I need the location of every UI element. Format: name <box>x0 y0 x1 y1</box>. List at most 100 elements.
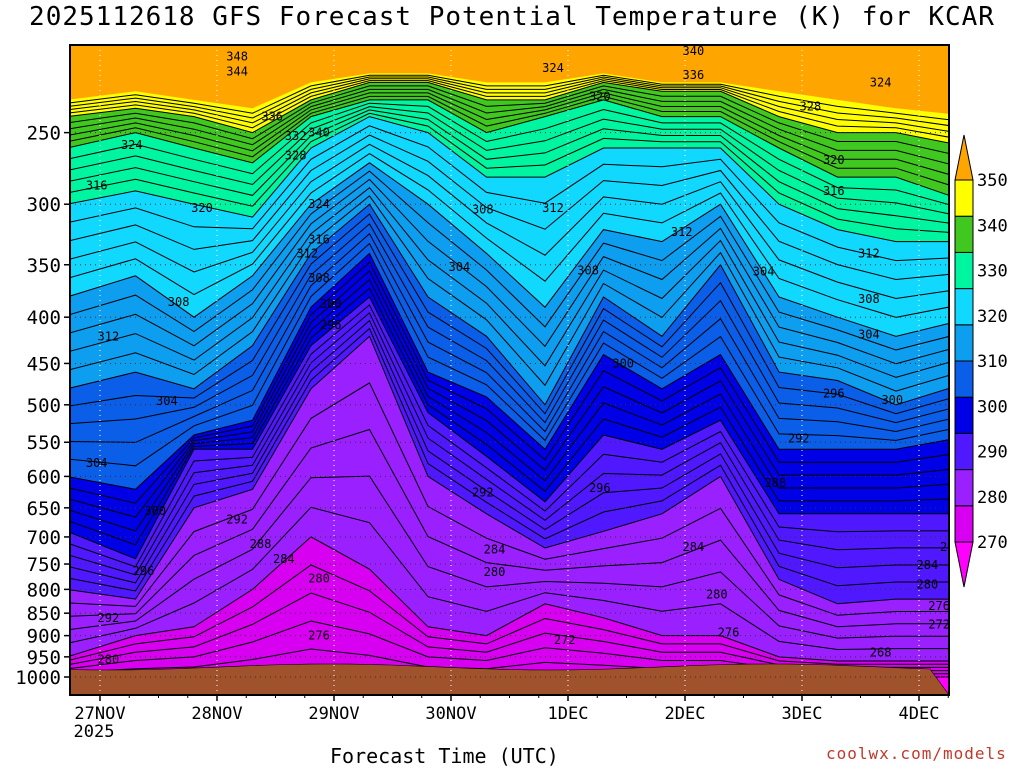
isoline <box>70 382 949 616</box>
colorbar-box-0 <box>954 505 974 543</box>
isoline <box>70 261 949 504</box>
x-axis-label: Forecast Time (UTC) <box>330 744 559 768</box>
contour-label-28: 308 <box>472 202 494 216</box>
colorbar-arrow-low <box>954 541 974 588</box>
contour-label-75: 304 <box>1010 339 1024 353</box>
contour-label-58: 268 <box>870 646 892 660</box>
contour-label-30: 304 <box>449 260 471 274</box>
isoline <box>70 335 949 605</box>
ytick-label-550: 550 <box>27 432 61 454</box>
isoline <box>70 475 949 639</box>
contour-label-2: 336 <box>261 110 283 124</box>
ytick-label-800: 800 <box>27 579 61 601</box>
contour-label-14: 312 <box>98 329 120 343</box>
contour-label-71: 320 <box>987 195 1009 209</box>
contour-label-49: 320 <box>823 153 845 167</box>
isoline <box>70 102 949 206</box>
contour-label-73: 312 <box>987 237 1009 251</box>
contour-label-44: 288 <box>764 476 786 490</box>
ytick-label-1000: 1000 <box>15 667 61 689</box>
contour-label-53: 324 <box>870 75 892 89</box>
ytick-label-650: 650 <box>27 498 61 520</box>
ytick-label-250: 250 <box>27 123 61 145</box>
contour-label-3: 332 <box>285 129 307 143</box>
terrain-fill <box>69 663 950 696</box>
contour-label-19: 300 <box>144 504 166 518</box>
contour-label-5: 328 <box>285 149 307 163</box>
source-credit: coolwx.com/models <box>826 744 1007 763</box>
isoline <box>70 213 949 415</box>
contour-label-26: 276 <box>308 629 330 643</box>
isoline <box>70 178 949 365</box>
isoline <box>70 187 949 378</box>
contour-label-68: 332 <box>963 118 985 132</box>
isoline <box>70 287 949 546</box>
isoline <box>70 304 949 568</box>
xtick-label-7: 4DEC <box>899 704 940 724</box>
colorbar-label-280: 280 <box>977 488 1008 508</box>
isoline <box>70 252 949 490</box>
isoline <box>70 162 949 337</box>
colorbar-label-330: 330 <box>977 262 1008 282</box>
contour-label-27: 280 <box>98 653 120 667</box>
isoline <box>70 278 949 532</box>
isoline <box>70 116 949 243</box>
contour-label-56: 304 <box>858 327 880 341</box>
isoline <box>70 311 949 576</box>
xtick-label-4: 1DEC <box>548 704 589 724</box>
contour-label-36: 320 <box>589 89 611 103</box>
contour-label-35: 324 <box>542 61 564 75</box>
contour-label-41: 340 <box>683 44 705 58</box>
grid-lines <box>70 45 949 695</box>
contour-label-45: 284 <box>683 540 705 554</box>
colorbar-arrow-high <box>954 134 974 181</box>
contour-label-66: 340 <box>963 66 985 80</box>
xtick-sublabel-0: 2025 <box>74 722 115 742</box>
contour-label-6: 324 <box>121 138 143 152</box>
contour-label-54: 312 <box>858 246 880 260</box>
isoline <box>70 170 949 351</box>
ytick-label-600: 600 <box>27 466 61 488</box>
isoline <box>70 143 949 300</box>
contour-label-34: 272 <box>554 633 576 647</box>
y-axis: 2503003504004505005506006507007508008509… <box>15 123 70 689</box>
isoline <box>70 153 949 318</box>
isoline <box>70 134 949 281</box>
ytick-label-450: 450 <box>27 353 61 375</box>
contour-label-9: 324 <box>308 197 330 211</box>
contour-label-25: 292 <box>98 611 120 625</box>
contour-label-20: 292 <box>226 513 248 527</box>
xtick-label-6: 3DEC <box>782 704 823 724</box>
contour-label-13: 308 <box>168 295 190 309</box>
contour-label-11: 312 <box>296 246 318 260</box>
isoline <box>70 536 949 662</box>
contour-label-55: 308 <box>858 292 880 306</box>
contour-label-29: 312 <box>542 201 564 215</box>
isoline <box>70 223 949 425</box>
colorbar-label-300: 300 <box>977 397 1008 417</box>
isoline <box>70 232 949 443</box>
contour-label-22: 284 <box>273 552 295 566</box>
contour-label-51: 292 <box>788 432 810 446</box>
ytick-label-350: 350 <box>27 255 61 277</box>
contour-label-17: 304 <box>156 394 178 408</box>
band-280 <box>70 536 949 695</box>
colorbar-label-310: 310 <box>977 352 1008 372</box>
isoline <box>70 76 949 127</box>
contour-label-33: 280 <box>484 565 506 579</box>
contour-label-0: 348 <box>226 50 248 64</box>
colorbar-box-8 <box>954 215 974 253</box>
ytick-label-950: 950 <box>27 647 61 669</box>
contour-label-37: 296 <box>589 481 611 495</box>
colorbar-box-3 <box>954 396 974 434</box>
contour-label-18: 304 <box>86 456 108 470</box>
isoline <box>70 564 949 665</box>
isoline <box>70 428 949 628</box>
isoline <box>70 80 949 138</box>
contour-label-50: 316 <box>823 184 845 198</box>
isoline <box>70 95 949 186</box>
colorbar-box-6 <box>954 288 974 326</box>
colorbar-label-350: 350 <box>977 171 1008 191</box>
